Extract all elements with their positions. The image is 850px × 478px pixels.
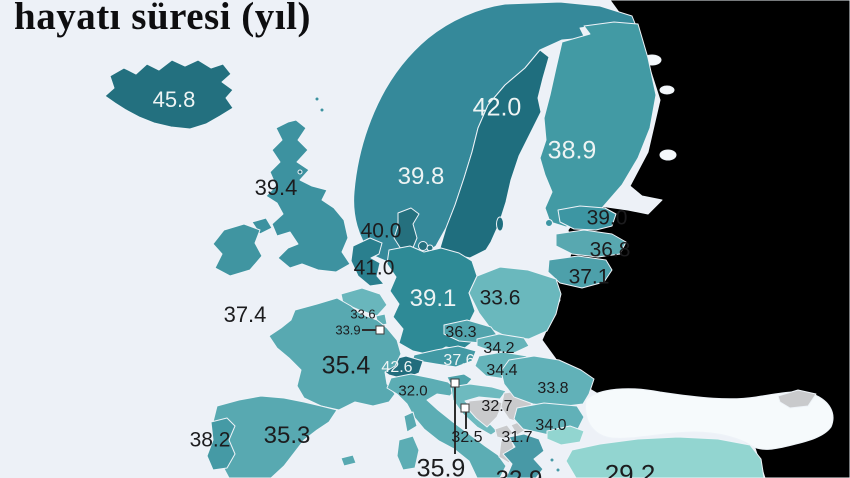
island-aegean-1 (549, 457, 555, 463)
value-label-spain: 35.3 (263, 422, 311, 449)
country-iceland (104, 59, 234, 130)
value-label-netherlands: 41.0 (353, 256, 395, 280)
lake-3 (659, 149, 677, 161)
value-label-turkey: 29.2 (604, 459, 656, 478)
page-title: hayatı süresi (yıl) (14, 0, 311, 38)
value-label-iceland: 45.8 (152, 87, 196, 112)
value-label-sweden: 42.0 (472, 93, 522, 122)
island-shetland-1 (314, 96, 320, 102)
value-label-estonia: 39.0 (586, 206, 628, 230)
value-label-italy: 32.0 (398, 382, 428, 400)
luxembourg-marker (375, 325, 385, 335)
value-label-croatia: 32.5 (451, 429, 483, 446)
value-label-portugal: 38.2 (189, 428, 231, 452)
island-corsica (403, 411, 418, 433)
country-uk (265, 119, 351, 273)
value-label-denmark: 40.0 (360, 219, 402, 243)
island-shetland-2 (319, 107, 325, 113)
value-label-belgium: 33.6 (350, 306, 376, 322)
value-label-bosnia-region: 32.7 (481, 398, 513, 415)
country-slovakia (476, 333, 530, 354)
value-label-greece: 32.9 (496, 468, 543, 478)
island-aegean-2 (555, 467, 561, 473)
island-sardinia (396, 435, 420, 471)
value-label-poland: 33.6 (479, 286, 521, 310)
value-label-latvia: 36.8 (589, 238, 631, 262)
value-label-luxembourg: 33.9 (335, 322, 361, 338)
island-zealand (418, 241, 428, 251)
island-faroe (297, 169, 303, 175)
island-mallorca (340, 454, 357, 467)
value-label-france: 35.4 (321, 351, 371, 380)
value-label-austria: 37.6 (443, 352, 475, 369)
country-latvia (555, 229, 627, 258)
value-label-ireland: 37.4 (223, 302, 267, 327)
country-turkey (565, 436, 765, 478)
value-label-switzerland: 42.6 (381, 359, 413, 376)
country-netherlands (350, 237, 385, 287)
country-turkey-thrace (546, 425, 585, 446)
country-ireland (212, 223, 263, 277)
value-label-germany: 39.1 (409, 285, 457, 312)
value-label-romania: 33.8 (537, 380, 569, 397)
value-label-czechia: 36.3 (445, 324, 477, 341)
island-gotland (496, 216, 504, 232)
country-finland (539, 21, 657, 228)
value-label-slovakia: 34.2 (483, 340, 515, 357)
island-saaremaa (545, 219, 553, 227)
country-poland (468, 266, 562, 340)
country-denmark (393, 207, 420, 251)
croatia-leader (465, 411, 467, 429)
value-label-norway: 39.8 (397, 163, 445, 190)
croatia-marker (460, 403, 470, 413)
country-romania (500, 355, 595, 408)
value-label-uk: 39.4 (254, 175, 298, 200)
lake-2 (659, 85, 675, 95)
value-label-north-macedonia: 31.7 (501, 429, 533, 446)
slovenia-marker (450, 378, 460, 388)
country-lithuania (547, 255, 613, 289)
luxembourg-leader (362, 329, 377, 331)
value-label-hungary: 34.4 (486, 362, 518, 379)
country-portugal (206, 417, 236, 471)
country-france (268, 297, 402, 411)
country-greece (502, 433, 545, 478)
montenegro (494, 424, 514, 440)
black-sea (585, 388, 834, 450)
crimea (777, 389, 817, 409)
slovenia-leader (454, 386, 456, 454)
value-label-finland: 38.9 (547, 136, 597, 165)
value-label-bulgaria: 34.0 (535, 417, 567, 434)
value-label-slovenia: 35.9 (416, 454, 466, 478)
country-estonia (557, 205, 617, 231)
value-label-lithuania: 37.1 (568, 265, 610, 289)
